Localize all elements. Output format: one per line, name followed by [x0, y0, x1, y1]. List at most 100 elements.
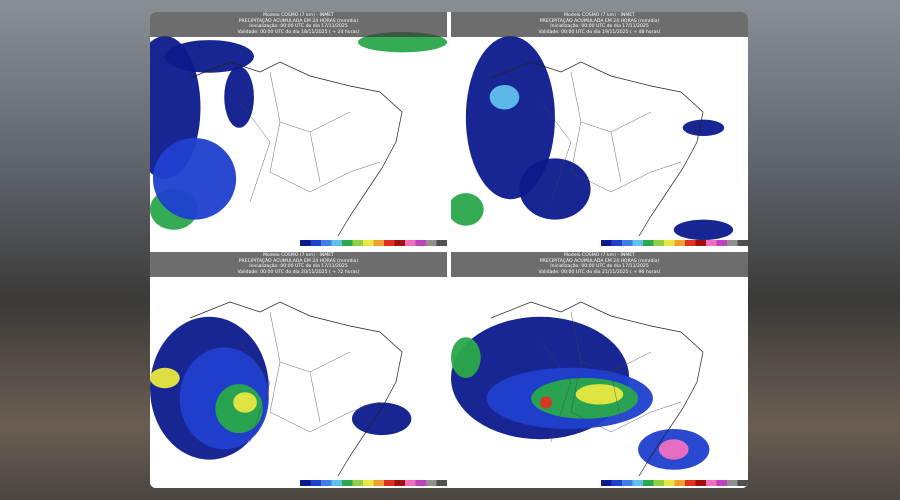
rain-area [150, 367, 180, 389]
panel-header: Modelo COSMO (7 km) - INMET PRECIPITAÇÃO … [150, 252, 447, 277]
colorbar-segment [310, 480, 321, 486]
colorbar-segment [426, 480, 437, 486]
header-line: Inicialização: 00:00 UTC do dia 17/11/20… [249, 24, 348, 30]
colorbar-segment [415, 240, 426, 246]
colorbar-segment [436, 240, 447, 246]
colorbar-segment [352, 240, 363, 246]
colorbar-segment [622, 480, 633, 486]
colorbar-segment [300, 240, 311, 246]
colorbar-segment [601, 480, 612, 486]
state-borders [540, 71, 682, 203]
rain-area [682, 119, 725, 136]
rain-area [465, 36, 555, 200]
colorbar-segment [737, 480, 748, 486]
rain-area [575, 384, 624, 405]
colorbar-segment [706, 240, 717, 246]
forecast-panel: Modelo COSMO (7 km) - INMET PRECIPITAÇÃO … [150, 252, 447, 488]
state-borders [540, 311, 682, 443]
rain-area [519, 158, 591, 220]
header-line: Validade: 00:00 UTC do dia 20/11/2025 ( … [237, 269, 360, 275]
colorbar-segment [653, 240, 664, 246]
colorbar-segment [664, 240, 675, 246]
colorbar-segment [737, 240, 748, 246]
colorbar-segment [706, 480, 717, 486]
rain-area [451, 193, 484, 226]
colorbar-segment [611, 240, 622, 246]
colorbar-segment [716, 480, 727, 486]
colorbar-segment [331, 240, 342, 246]
header-line: Modelo COSMO (7 km) - INMET [564, 253, 635, 258]
precipitation-map [150, 31, 447, 246]
colorbar-segment [405, 480, 416, 486]
header-line: Inicialização: 00:00 UTC do dia 17/11/20… [550, 264, 649, 270]
state-borders [239, 71, 381, 203]
coastline [189, 61, 403, 237]
colorbar-segment [622, 240, 633, 246]
colorbar-segment [653, 480, 664, 486]
colorbar-segment [426, 240, 437, 246]
colorbar-segment [363, 240, 374, 246]
colorbar-segment [331, 480, 342, 486]
colorbar-segment [394, 240, 405, 246]
header-line: PRECIPITAÇÃO ACUMULADA EM 24 HORAS (mm/d… [238, 258, 359, 264]
colorbar-segment [685, 480, 696, 486]
header-line: PRECIPITAÇÃO ACUMULADA EM 24 HORAS (mm/d… [539, 258, 660, 264]
header-line: PRECIPITAÇÃO ACUMULADA EM 24 HORAS (mm/d… [238, 18, 359, 24]
coastline [490, 61, 704, 237]
colorbar-segment [363, 480, 374, 486]
colorbar-segment [373, 240, 384, 246]
panel-header: Modelo COSMO (7 km) - INMET PRECIPITAÇÃO … [451, 12, 748, 37]
colorbar-segment [352, 480, 363, 486]
rain-area [224, 66, 254, 128]
coastline [490, 301, 704, 477]
colorbar-segment [632, 480, 643, 486]
colorbar-segment [384, 240, 395, 246]
precipitation-map [451, 301, 748, 486]
forecast-panel: Modelo COSMO (7 km) - INMET PRECIPITAÇÃO … [150, 12, 447, 248]
header-line: PRECIPITAÇÃO ACUMULADA EM 24 HORAS (mm/d… [539, 18, 660, 24]
forecast-grid: Modelo COSMO (7 km) - INMET PRECIPITAÇÃO … [150, 12, 748, 488]
header-line: Inicialização: 00:00 UTC do dia 17/11/20… [550, 24, 649, 30]
colorbar-segment [384, 480, 395, 486]
rain-area [540, 396, 552, 409]
colorbar-segment [716, 240, 727, 246]
forecast-panel: Modelo COSMO (7 km) - INMET PRECIPITAÇÃO … [451, 252, 748, 488]
rain-area [673, 219, 734, 240]
colorbar-segment [611, 480, 622, 486]
colorbar-segment [321, 240, 332, 246]
colorbar-segment [727, 480, 738, 486]
colorbar-segment [394, 480, 405, 486]
colorbar-segment [727, 240, 738, 246]
forecast-panel: Modelo COSMO (7 km) - INMET PRECIPITAÇÃO … [451, 12, 748, 248]
colorbar-segment [674, 480, 685, 486]
rain-area [357, 31, 447, 53]
colorbar-segment [664, 480, 675, 486]
header-line: Modelo COSMO (7 km) - INMET [263, 13, 334, 18]
colorbar-segment [300, 480, 311, 486]
rain-area [658, 439, 689, 460]
colorbar-segment [373, 480, 384, 486]
panel-header: Modelo COSMO (7 km) - INMET PRECIPITAÇÃO … [150, 12, 447, 37]
rain-area [152, 138, 237, 220]
rain-area [351, 402, 412, 436]
colorbar-segment [436, 480, 447, 486]
rain-area [233, 392, 257, 413]
colorbar-segment [405, 240, 416, 246]
header-line: Modelo COSMO (7 km) - INMET [564, 13, 635, 18]
header-line: Validade: 00:00 UTC do dia 21/11/2025 ( … [538, 269, 661, 275]
colorbar-segment [632, 240, 643, 246]
colorbar-segment [695, 480, 706, 486]
colorbar-segment [685, 240, 696, 246]
rain-area [489, 84, 520, 110]
header-line: Inicialização: 00:00 UTC do dia 17/11/20… [249, 264, 348, 270]
header-line: Modelo COSMO (7 km) - INMET [263, 253, 334, 258]
coastline [189, 301, 403, 477]
colorbar-segment [310, 240, 321, 246]
state-borders [239, 311, 381, 443]
colorbar-segment [601, 240, 612, 246]
colorbar-segment [415, 480, 426, 486]
panel-header: Modelo COSMO (7 km) - INMET PRECIPITAÇÃO … [451, 252, 748, 277]
colorbar-segment [321, 480, 332, 486]
colorbar-segment [342, 480, 353, 486]
